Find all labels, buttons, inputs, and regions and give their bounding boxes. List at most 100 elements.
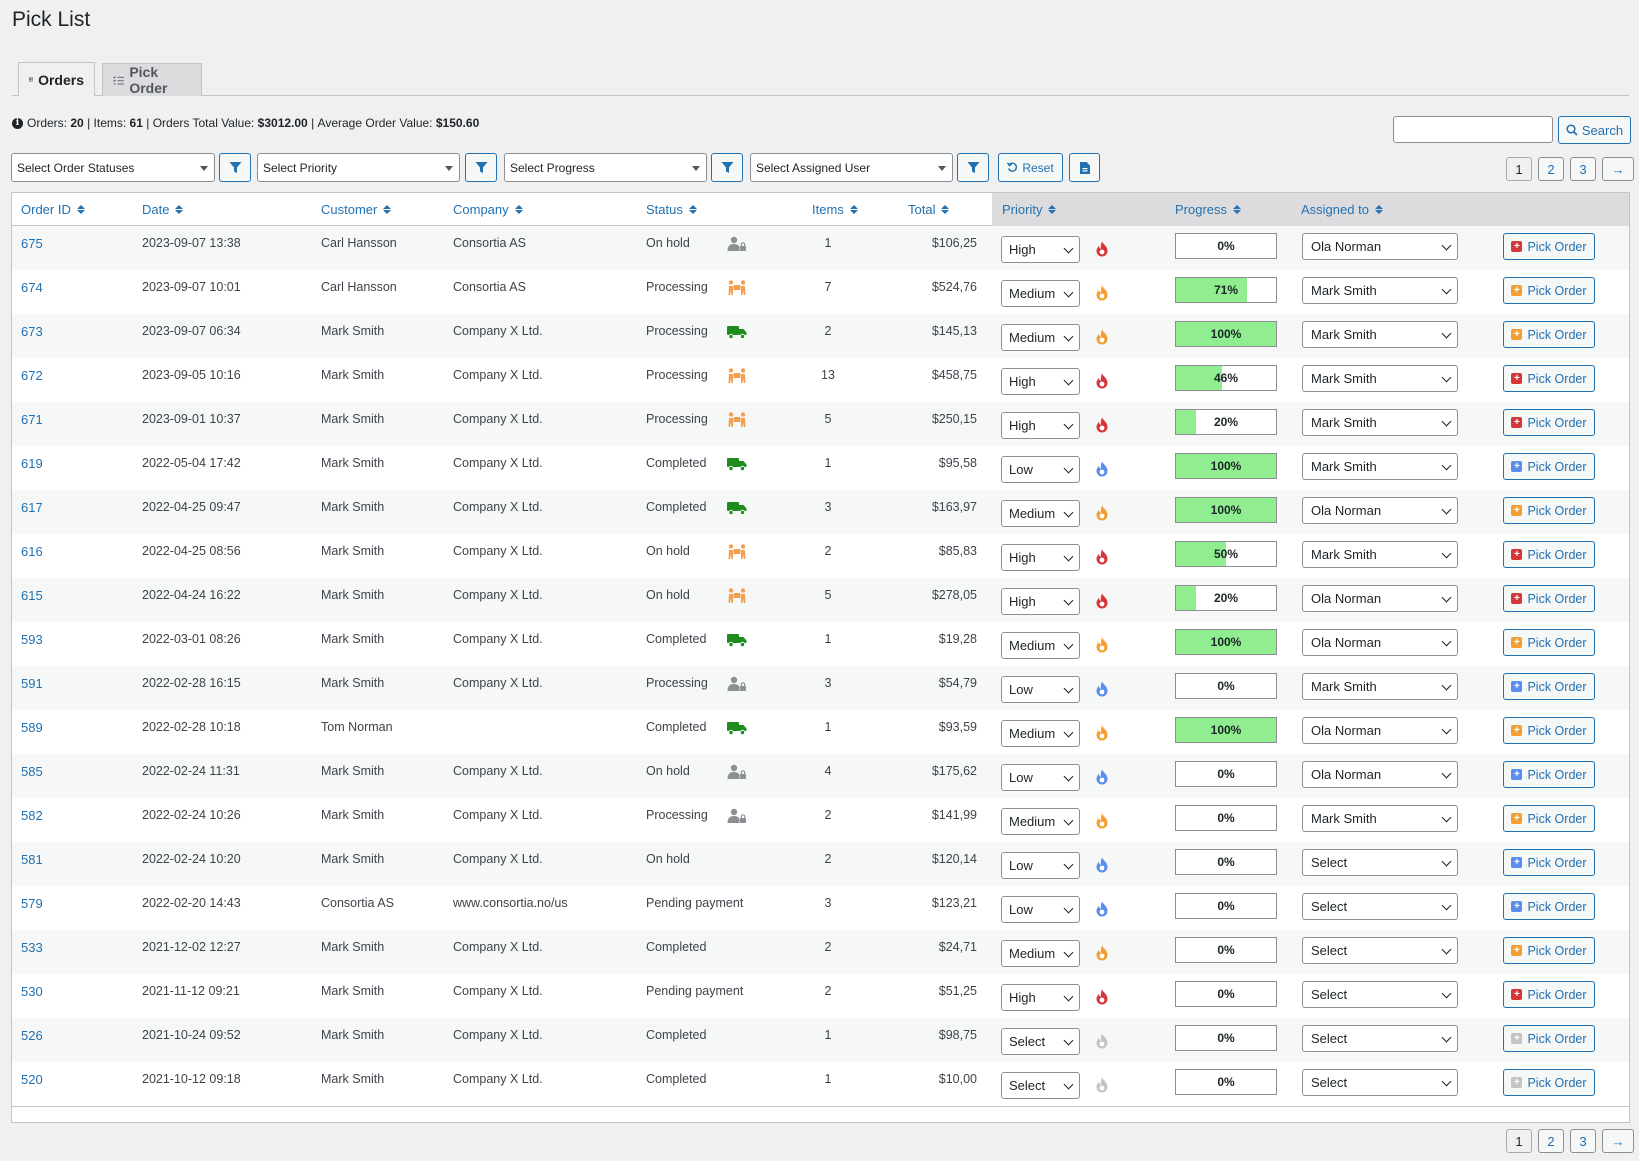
pick-order-button[interactable]: + Pick Order	[1503, 365, 1595, 392]
reset-button[interactable]: Reset	[998, 153, 1063, 182]
assigned-user-select[interactable]: Select	[1302, 849, 1458, 876]
order-id-link[interactable]: 589	[21, 719, 43, 735]
assigned-user-select[interactable]: Mark Smith	[1302, 365, 1458, 392]
progress-filter-button[interactable]	[711, 153, 743, 182]
order-id-link[interactable]: 672	[21, 367, 43, 383]
assigned-user-select[interactable]: Mark Smith	[1302, 321, 1458, 348]
pick-order-button[interactable]: + Pick Order	[1503, 1069, 1595, 1096]
assigned-user-select[interactable]: Select	[1302, 893, 1458, 920]
priority-select[interactable]: Select	[1001, 1072, 1080, 1099]
col-total[interactable]: Total	[908, 193, 950, 226]
tab-orders[interactable]: Orders	[18, 62, 95, 97]
assigned-user-select[interactable]: Ola Norman	[1302, 629, 1458, 656]
order-status-filter[interactable]: Select Order Statuses	[11, 153, 215, 182]
assigned-user-select[interactable]: Mark Smith	[1302, 805, 1458, 832]
priority-select[interactable]: Medium	[1001, 940, 1080, 967]
priority-select[interactable]: Medium	[1001, 720, 1080, 747]
order-id-link[interactable]: 526	[21, 1027, 43, 1043]
priority-select[interactable]: Medium	[1001, 632, 1080, 659]
priority-select[interactable]: Medium	[1001, 808, 1080, 835]
priority-select[interactable]: Low	[1001, 456, 1080, 483]
priority-select[interactable]: Low	[1001, 852, 1080, 879]
order-id-link[interactable]: 617	[21, 499, 43, 515]
order-id-link[interactable]: 616	[21, 543, 43, 559]
pick-order-button[interactable]: + Pick Order	[1503, 937, 1595, 964]
assigned-user-select[interactable]: Ola Norman	[1302, 497, 1458, 524]
assigned-user-select[interactable]: Mark Smith	[1302, 673, 1458, 700]
priority-select[interactable]: Low	[1001, 676, 1080, 703]
next-page-button[interactable]: →	[1602, 1129, 1634, 1153]
search-input[interactable]	[1393, 116, 1553, 143]
order-id-link[interactable]: 619	[21, 455, 43, 471]
priority-select[interactable]: High	[1001, 412, 1080, 439]
export-button[interactable]	[1069, 153, 1100, 182]
priority-select[interactable]: Medium	[1001, 280, 1080, 307]
col-customer[interactable]: Customer	[321, 193, 392, 226]
order-id-link[interactable]: 674	[21, 279, 43, 295]
col-order-id[interactable]: Order ID	[21, 193, 85, 226]
order-id-link[interactable]: 615	[21, 587, 43, 603]
tab-pick-order[interactable]: Pick Order	[102, 63, 202, 96]
page-3-button[interactable]: 3	[1570, 1129, 1596, 1153]
assigned-user-select[interactable]: Ola Norman	[1302, 233, 1458, 260]
order-id-link[interactable]: 579	[21, 895, 43, 911]
page-2-button[interactable]: 2	[1538, 1129, 1564, 1153]
assigned-user-filter[interactable]: Select Assigned User	[750, 153, 953, 182]
priority-select[interactable]: High	[1001, 984, 1080, 1011]
pick-order-button[interactable]: + Pick Order	[1503, 717, 1595, 744]
col-assigned-to[interactable]: Assigned to	[1301, 193, 1383, 226]
page-1-button[interactable]: 1	[1506, 1129, 1532, 1153]
pick-order-button[interactable]: + Pick Order	[1503, 453, 1595, 480]
pick-order-button[interactable]: + Pick Order	[1503, 277, 1595, 304]
priority-select[interactable]: High	[1001, 544, 1080, 571]
pick-order-button[interactable]: + Pick Order	[1503, 849, 1595, 876]
pick-order-button[interactable]: + Pick Order	[1503, 541, 1595, 568]
pick-order-button[interactable]: + Pick Order	[1503, 981, 1595, 1008]
order-id-link[interactable]: 533	[21, 939, 43, 955]
user-filter-button[interactable]	[957, 153, 989, 182]
pick-order-button[interactable]: + Pick Order	[1503, 629, 1595, 656]
order-id-link[interactable]: 591	[21, 675, 43, 691]
progress-filter[interactable]: Select Progress	[504, 153, 707, 182]
priority-select[interactable]: Medium	[1001, 500, 1080, 527]
col-company[interactable]: Company	[453, 193, 523, 226]
assigned-user-select[interactable]: Ola Norman	[1302, 761, 1458, 788]
col-progress[interactable]: Progress	[1175, 193, 1242, 226]
assigned-user-select[interactable]: Mark Smith	[1302, 541, 1458, 568]
priority-select[interactable]: Low	[1001, 764, 1080, 791]
pick-order-button[interactable]: + Pick Order	[1503, 761, 1595, 788]
col-items[interactable]: Items	[812, 193, 858, 226]
pick-order-button[interactable]: + Pick Order	[1503, 1025, 1595, 1052]
priority-select[interactable]: High	[1001, 236, 1080, 263]
order-id-link[interactable]: 593	[21, 631, 43, 647]
pick-order-button[interactable]: + Pick Order	[1503, 497, 1595, 524]
priority-select[interactable]: Select	[1001, 1028, 1080, 1055]
pick-order-button[interactable]: + Pick Order	[1503, 409, 1595, 436]
pick-order-button[interactable]: + Pick Order	[1503, 321, 1595, 348]
pick-order-button[interactable]: + Pick Order	[1503, 893, 1595, 920]
assigned-user-select[interactable]: Mark Smith	[1302, 453, 1458, 480]
order-id-link[interactable]: 585	[21, 763, 43, 779]
priority-filter-button[interactable]	[465, 153, 497, 182]
assigned-user-select[interactable]: Ola Norman	[1302, 717, 1458, 744]
col-status[interactable]: Status	[646, 193, 697, 226]
assigned-user-select[interactable]: Mark Smith	[1302, 409, 1458, 436]
order-id-link[interactable]: 673	[21, 323, 43, 339]
page-2-button[interactable]: 2	[1538, 157, 1564, 181]
pick-order-button[interactable]: + Pick Order	[1503, 233, 1595, 260]
status-filter-button[interactable]	[219, 153, 251, 182]
order-id-link[interactable]: 582	[21, 807, 43, 823]
priority-select[interactable]: Low	[1001, 896, 1080, 923]
col-date[interactable]: Date	[142, 193, 184, 226]
pick-order-button[interactable]: + Pick Order	[1503, 673, 1595, 700]
order-id-link[interactable]: 530	[21, 983, 43, 999]
assigned-user-select[interactable]: Ola Norman	[1302, 585, 1458, 612]
assigned-user-select[interactable]: Select	[1302, 1069, 1458, 1096]
col-priority[interactable]: Priority	[1002, 193, 1057, 226]
assigned-user-select[interactable]: Mark Smith	[1302, 277, 1458, 304]
priority-select[interactable]: Medium	[1001, 324, 1080, 351]
priority-filter[interactable]: Select Priority	[257, 153, 460, 182]
pick-order-button[interactable]: + Pick Order	[1503, 805, 1595, 832]
priority-select[interactable]: High	[1001, 588, 1080, 615]
order-id-link[interactable]: 520	[21, 1071, 43, 1087]
